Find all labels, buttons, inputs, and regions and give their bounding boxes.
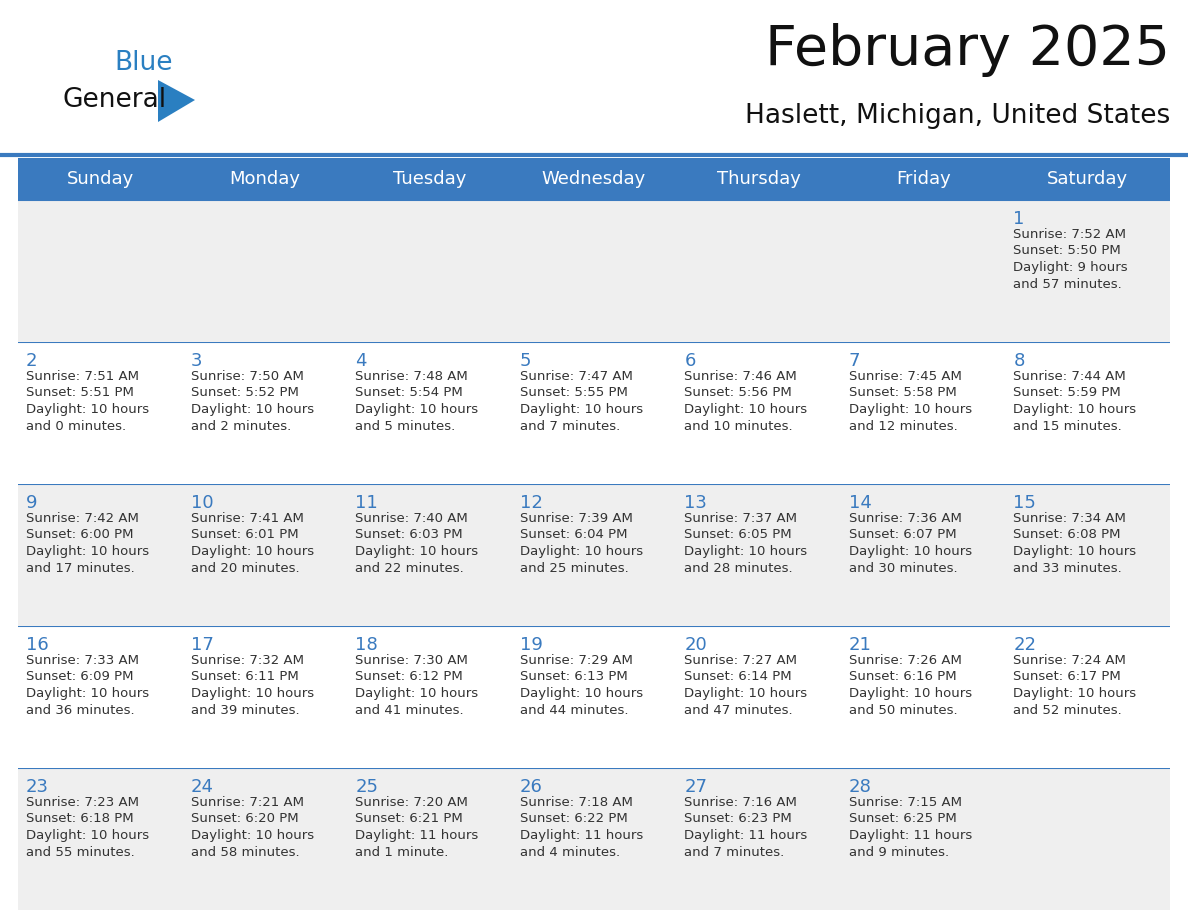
Text: 28: 28 (849, 778, 872, 796)
Text: Sunrise: 7:41 AM
Sunset: 6:01 PM
Daylight: 10 hours
and 20 minutes.: Sunrise: 7:41 AM Sunset: 6:01 PM Dayligh… (190, 512, 314, 575)
Text: 23: 23 (26, 778, 49, 796)
Text: Sunrise: 7:18 AM
Sunset: 6:22 PM
Daylight: 11 hours
and 4 minutes.: Sunrise: 7:18 AM Sunset: 6:22 PM Dayligh… (519, 796, 643, 858)
Text: 2: 2 (26, 352, 38, 370)
Text: 27: 27 (684, 778, 707, 796)
Text: 12: 12 (519, 494, 543, 512)
Text: 20: 20 (684, 636, 707, 654)
Text: 5: 5 (519, 352, 531, 370)
Text: Sunrise: 7:21 AM
Sunset: 6:20 PM
Daylight: 10 hours
and 58 minutes.: Sunrise: 7:21 AM Sunset: 6:20 PM Dayligh… (190, 796, 314, 858)
Text: Sunrise: 7:51 AM
Sunset: 5:51 PM
Daylight: 10 hours
and 0 minutes.: Sunrise: 7:51 AM Sunset: 5:51 PM Dayligh… (26, 370, 150, 432)
Text: 7: 7 (849, 352, 860, 370)
Text: 11: 11 (355, 494, 378, 512)
Text: Thursday: Thursday (716, 170, 801, 188)
Text: 9: 9 (26, 494, 38, 512)
Text: Sunrise: 7:33 AM
Sunset: 6:09 PM
Daylight: 10 hours
and 36 minutes.: Sunrise: 7:33 AM Sunset: 6:09 PM Dayligh… (26, 654, 150, 717)
Text: 8: 8 (1013, 352, 1025, 370)
Text: 14: 14 (849, 494, 872, 512)
Text: Sunrise: 7:50 AM
Sunset: 5:52 PM
Daylight: 10 hours
and 2 minutes.: Sunrise: 7:50 AM Sunset: 5:52 PM Dayligh… (190, 370, 314, 432)
Text: 16: 16 (26, 636, 49, 654)
Text: Sunrise: 7:48 AM
Sunset: 5:54 PM
Daylight: 10 hours
and 5 minutes.: Sunrise: 7:48 AM Sunset: 5:54 PM Dayligh… (355, 370, 479, 432)
Text: 19: 19 (519, 636, 543, 654)
Text: 26: 26 (519, 778, 543, 796)
Text: Sunrise: 7:46 AM
Sunset: 5:56 PM
Daylight: 10 hours
and 10 minutes.: Sunrise: 7:46 AM Sunset: 5:56 PM Dayligh… (684, 370, 808, 432)
Text: 6: 6 (684, 352, 696, 370)
Text: 15: 15 (1013, 494, 1036, 512)
Polygon shape (158, 80, 195, 122)
Text: 18: 18 (355, 636, 378, 654)
Text: Haslett, Michigan, United States: Haslett, Michigan, United States (745, 103, 1170, 129)
Text: 21: 21 (849, 636, 872, 654)
Text: 22: 22 (1013, 636, 1036, 654)
Text: 25: 25 (355, 778, 378, 796)
Text: Sunrise: 7:39 AM
Sunset: 6:04 PM
Daylight: 10 hours
and 25 minutes.: Sunrise: 7:39 AM Sunset: 6:04 PM Dayligh… (519, 512, 643, 575)
Text: Sunrise: 7:16 AM
Sunset: 6:23 PM
Daylight: 11 hours
and 7 minutes.: Sunrise: 7:16 AM Sunset: 6:23 PM Dayligh… (684, 796, 808, 858)
Text: Sunrise: 7:24 AM
Sunset: 6:17 PM
Daylight: 10 hours
and 52 minutes.: Sunrise: 7:24 AM Sunset: 6:17 PM Dayligh… (1013, 654, 1137, 717)
Text: General: General (62, 87, 166, 113)
Text: Sunrise: 7:29 AM
Sunset: 6:13 PM
Daylight: 10 hours
and 44 minutes.: Sunrise: 7:29 AM Sunset: 6:13 PM Dayligh… (519, 654, 643, 717)
Text: Sunrise: 7:27 AM
Sunset: 6:14 PM
Daylight: 10 hours
and 47 minutes.: Sunrise: 7:27 AM Sunset: 6:14 PM Dayligh… (684, 654, 808, 717)
Text: Sunrise: 7:36 AM
Sunset: 6:07 PM
Daylight: 10 hours
and 30 minutes.: Sunrise: 7:36 AM Sunset: 6:07 PM Dayligh… (849, 512, 972, 575)
Text: Sunrise: 7:45 AM
Sunset: 5:58 PM
Daylight: 10 hours
and 12 minutes.: Sunrise: 7:45 AM Sunset: 5:58 PM Dayligh… (849, 370, 972, 432)
Text: Sunrise: 7:34 AM
Sunset: 6:08 PM
Daylight: 10 hours
and 33 minutes.: Sunrise: 7:34 AM Sunset: 6:08 PM Dayligh… (1013, 512, 1137, 575)
Text: Blue: Blue (114, 50, 172, 76)
Text: 17: 17 (190, 636, 214, 654)
Text: 24: 24 (190, 778, 214, 796)
Text: Sunrise: 7:23 AM
Sunset: 6:18 PM
Daylight: 10 hours
and 55 minutes.: Sunrise: 7:23 AM Sunset: 6:18 PM Dayligh… (26, 796, 150, 858)
Text: Sunrise: 7:42 AM
Sunset: 6:00 PM
Daylight: 10 hours
and 17 minutes.: Sunrise: 7:42 AM Sunset: 6:00 PM Dayligh… (26, 512, 150, 575)
Text: 13: 13 (684, 494, 707, 512)
Text: 4: 4 (355, 352, 367, 370)
Text: Sunday: Sunday (67, 170, 134, 188)
Text: Sunrise: 7:32 AM
Sunset: 6:11 PM
Daylight: 10 hours
and 39 minutes.: Sunrise: 7:32 AM Sunset: 6:11 PM Dayligh… (190, 654, 314, 717)
Text: Sunrise: 7:30 AM
Sunset: 6:12 PM
Daylight: 10 hours
and 41 minutes.: Sunrise: 7:30 AM Sunset: 6:12 PM Dayligh… (355, 654, 479, 717)
Text: February 2025: February 2025 (765, 23, 1170, 77)
Text: Sunrise: 7:20 AM
Sunset: 6:21 PM
Daylight: 11 hours
and 1 minute.: Sunrise: 7:20 AM Sunset: 6:21 PM Dayligh… (355, 796, 479, 858)
Text: Wednesday: Wednesday (542, 170, 646, 188)
Text: Sunrise: 7:47 AM
Sunset: 5:55 PM
Daylight: 10 hours
and 7 minutes.: Sunrise: 7:47 AM Sunset: 5:55 PM Dayligh… (519, 370, 643, 432)
Text: 1: 1 (1013, 210, 1025, 228)
Text: Friday: Friday (896, 170, 950, 188)
Text: Sunrise: 7:37 AM
Sunset: 6:05 PM
Daylight: 10 hours
and 28 minutes.: Sunrise: 7:37 AM Sunset: 6:05 PM Dayligh… (684, 512, 808, 575)
Text: Monday: Monday (229, 170, 301, 188)
Text: Sunrise: 7:15 AM
Sunset: 6:25 PM
Daylight: 11 hours
and 9 minutes.: Sunrise: 7:15 AM Sunset: 6:25 PM Dayligh… (849, 796, 972, 858)
Text: Sunrise: 7:44 AM
Sunset: 5:59 PM
Daylight: 10 hours
and 15 minutes.: Sunrise: 7:44 AM Sunset: 5:59 PM Dayligh… (1013, 370, 1137, 432)
Text: Sunrise: 7:26 AM
Sunset: 6:16 PM
Daylight: 10 hours
and 50 minutes.: Sunrise: 7:26 AM Sunset: 6:16 PM Dayligh… (849, 654, 972, 717)
Text: Sunrise: 7:40 AM
Sunset: 6:03 PM
Daylight: 10 hours
and 22 minutes.: Sunrise: 7:40 AM Sunset: 6:03 PM Dayligh… (355, 512, 479, 575)
Text: 3: 3 (190, 352, 202, 370)
Text: Saturday: Saturday (1047, 170, 1129, 188)
Text: 10: 10 (190, 494, 213, 512)
Text: Sunrise: 7:52 AM
Sunset: 5:50 PM
Daylight: 9 hours
and 57 minutes.: Sunrise: 7:52 AM Sunset: 5:50 PM Dayligh… (1013, 228, 1129, 290)
Text: Tuesday: Tuesday (393, 170, 466, 188)
